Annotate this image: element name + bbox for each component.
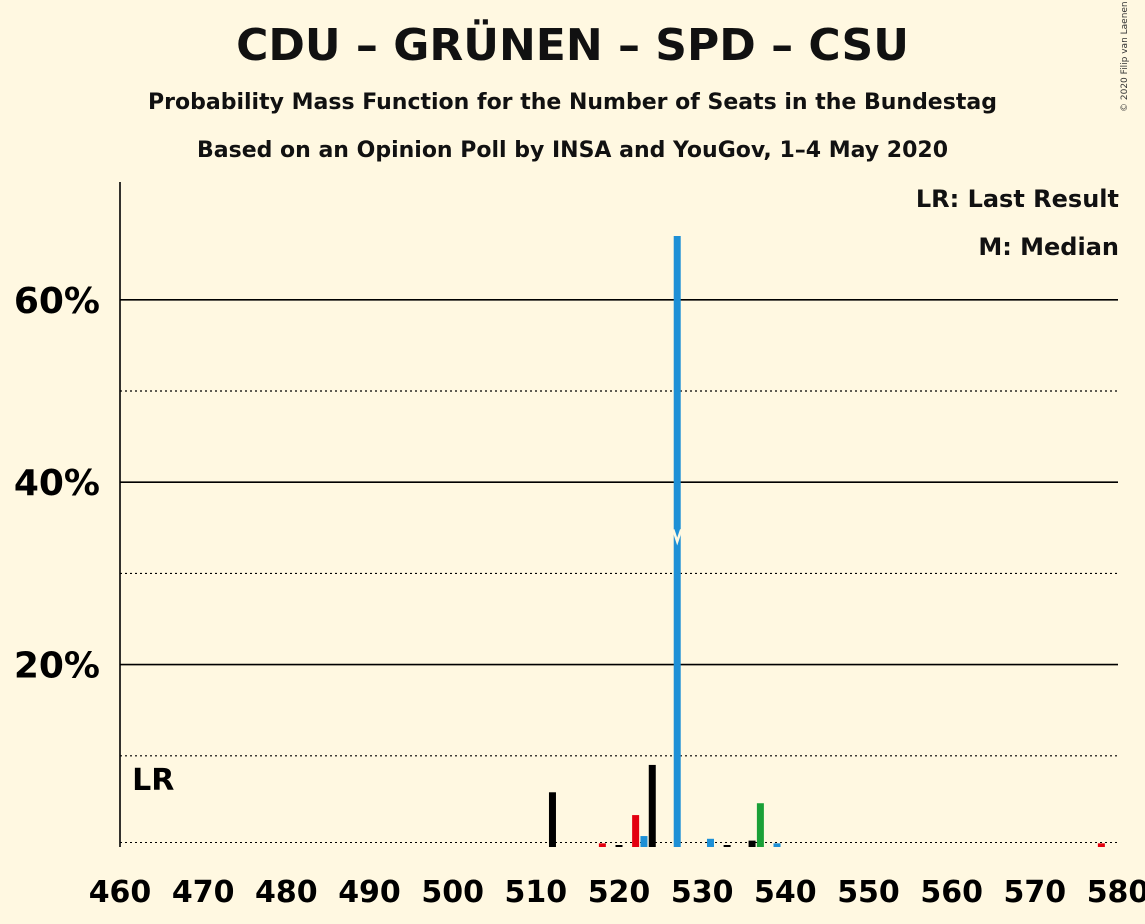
chart-subtitle-source: Based on an Opinion Poll by INSA and You…	[196, 138, 949, 163]
x-tick-label: 570	[1004, 875, 1067, 910]
y-tick-label: 40%	[14, 463, 100, 504]
bar-537	[756, 803, 764, 847]
x-tick-label: 460	[89, 875, 152, 910]
last-result-label: LR	[132, 763, 174, 798]
bar-536	[748, 840, 756, 847]
x-tick-label: 520	[588, 875, 651, 910]
x-tick-label: 550	[837, 875, 900, 910]
x-tick-label: 480	[255, 875, 318, 910]
y-tick-label: 60%	[14, 281, 100, 322]
x-tick-label: 490	[338, 875, 401, 910]
bar-578	[1097, 843, 1105, 847]
x-tick-label: 580	[1087, 875, 1145, 910]
bar-523	[640, 836, 648, 847]
bar-520	[615, 845, 623, 847]
bar-524	[648, 764, 656, 847]
x-tick-label: 540	[754, 875, 817, 910]
legend-last-result: LR: Last Result	[915, 185, 1119, 213]
bar-518	[598, 843, 606, 847]
chart-title: CDU – GRÜNEN – SPD – CSU	[236, 20, 909, 71]
x-tick-label: 510	[505, 875, 568, 910]
median-marker	[672, 529, 683, 546]
bar-539	[773, 843, 781, 847]
y-tick-label: 20%	[14, 646, 100, 687]
bar-531	[706, 838, 714, 847]
x-tick-label: 470	[172, 875, 235, 910]
bar-512	[548, 792, 556, 847]
x-tick-label: 530	[671, 875, 734, 910]
bar-533	[723, 845, 731, 847]
legend-median: M: Median	[978, 233, 1119, 261]
chart-subtitle: Probability Mass Function for the Number…	[148, 90, 997, 115]
bar-522	[632, 815, 640, 847]
x-tick-label: 560	[920, 875, 983, 910]
x-tick-label: 500	[421, 875, 484, 910]
